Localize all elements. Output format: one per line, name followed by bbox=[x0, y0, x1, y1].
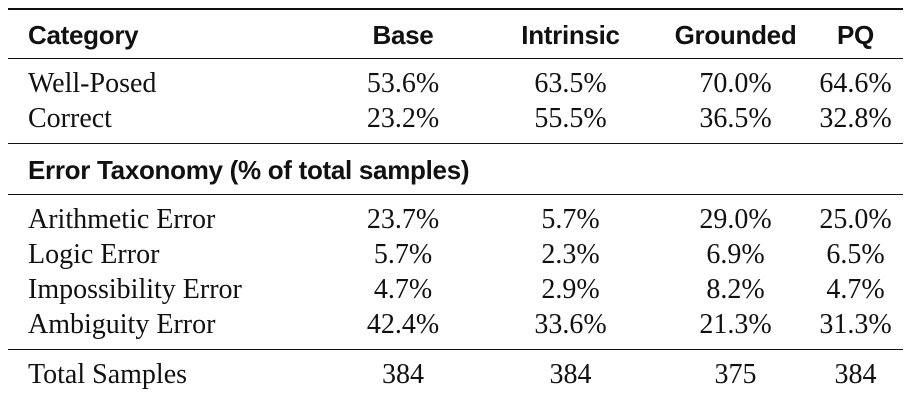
row-label: Total Samples bbox=[28, 359, 188, 390]
section-header-row: Error Taxonomy (% of total samples) bbox=[8, 144, 903, 195]
cell-value: 55.5% bbox=[534, 103, 607, 134]
cell-value: 2.9% bbox=[541, 274, 600, 305]
row-label: Correct bbox=[28, 103, 112, 134]
cell-value: 21.3% bbox=[699, 309, 772, 340]
cell-value: 33.6% bbox=[534, 309, 607, 340]
cell-value: 384 bbox=[549, 359, 592, 390]
cell-value: 5.7% bbox=[541, 204, 600, 235]
cell-value: 6.9% bbox=[706, 239, 765, 270]
column-header-pq: PQ bbox=[837, 20, 874, 50]
results-table: Category Base Intrinsic Grounded PQ Well… bbox=[8, 8, 903, 400]
cell-value: 4.7% bbox=[373, 274, 433, 305]
cell-value: 42.4% bbox=[366, 309, 440, 340]
row-label: Well-Posed bbox=[28, 68, 157, 99]
totals-group: Total Samples 384 384 375 384 bbox=[8, 350, 903, 401]
main-metrics-group: Well-Posed 53.6% 63.5% 70.0% 64.6% Corre… bbox=[8, 59, 903, 144]
cell-value: 5.7% bbox=[373, 239, 433, 270]
cell-value: 4.7% bbox=[826, 274, 885, 305]
cell-value: 8.2% bbox=[706, 274, 765, 305]
cell-value: 31.3% bbox=[819, 309, 892, 340]
cell-value: 36.5% bbox=[699, 103, 772, 134]
cell-value: 2.3% bbox=[541, 239, 600, 270]
cell-value: 384 bbox=[834, 359, 877, 390]
cell-value: 70.0% bbox=[699, 68, 772, 99]
column-header-category: Category bbox=[28, 20, 139, 50]
cell-value: 29.0% bbox=[699, 204, 772, 235]
table-row-impossibility-error: Impossibility Error 4.7% 2.9% 8.2% 4.7% bbox=[8, 272, 903, 307]
error-taxonomy-section: Error Taxonomy (% of total samples) bbox=[8, 144, 903, 195]
row-label: Logic Error bbox=[28, 239, 160, 270]
cell-value: 375 bbox=[714, 359, 757, 390]
column-header-base: Base bbox=[372, 20, 434, 50]
row-label: Ambiguity Error bbox=[28, 309, 216, 340]
cell-value: 23.7% bbox=[366, 204, 440, 235]
header-row: Category Base Intrinsic Grounded PQ bbox=[8, 9, 903, 59]
table-row-well-posed: Well-Posed 53.6% 63.5% 70.0% 64.6% bbox=[8, 59, 903, 102]
cell-value: 32.8% bbox=[819, 103, 892, 134]
cell-value: 384 bbox=[382, 359, 424, 390]
table-header: Category Base Intrinsic Grounded PQ bbox=[8, 9, 903, 59]
cell-value: 53.6% bbox=[366, 68, 440, 99]
table-row-correct: Correct 23.2% 55.5% 36.5% 32.8% bbox=[8, 101, 903, 144]
cell-value: 6.5% bbox=[826, 239, 885, 270]
row-label: Impossibility Error bbox=[28, 274, 242, 305]
cell-value: 25.0% bbox=[819, 204, 892, 235]
column-header-intrinsic: Intrinsic bbox=[521, 20, 620, 50]
table-row-logic-error: Logic Error 5.7% 2.3% 6.9% 6.5% bbox=[8, 237, 903, 272]
table-row-arithmetic-error: Arithmetic Error 23.7% 5.7% 29.0% 25.0% bbox=[8, 195, 903, 238]
error-rows-group: Arithmetic Error 23.7% 5.7% 29.0% 25.0% … bbox=[8, 195, 903, 350]
cell-value: 63.5% bbox=[534, 68, 607, 99]
table-row-ambiguity-error: Ambiguity Error 42.4% 33.6% 21.3% 31.3% bbox=[8, 307, 903, 350]
row-label: Arithmetic Error bbox=[28, 204, 216, 235]
table-row-total-samples: Total Samples 384 384 375 384 bbox=[8, 350, 903, 401]
cell-value: 23.2% bbox=[366, 103, 440, 134]
column-header-grounded: Grounded bbox=[674, 20, 797, 50]
cell-value: 64.6% bbox=[819, 68, 892, 99]
section-header-label: Error Taxonomy (% of total samples) bbox=[28, 155, 470, 185]
